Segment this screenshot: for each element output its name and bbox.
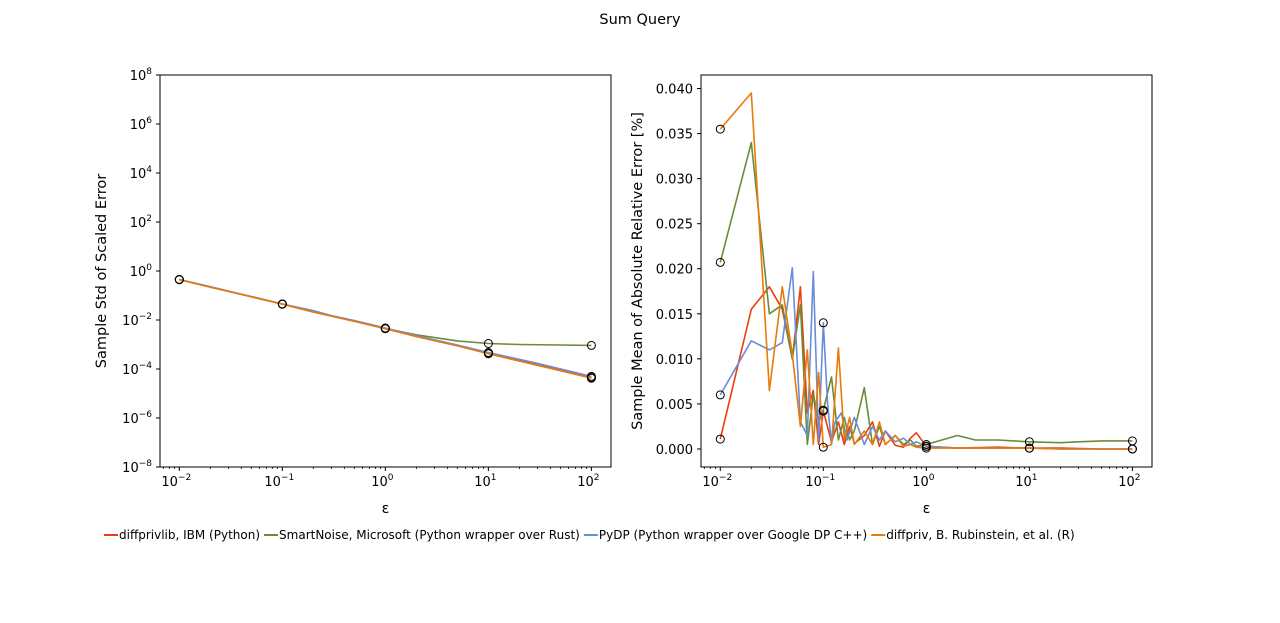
data-point-marker (380, 324, 390, 334)
y-tick-label: 0.010 (656, 353, 693, 368)
right-chart: 10−2 10−1 100 101 102 0.000 0.005 0.010 0.015 0.0… (630, 74, 1153, 517)
data-point-marker (483, 349, 493, 359)
axes-frame (159, 74, 612, 468)
x-axis-label: ε (382, 501, 390, 517)
x-tick-label: 102 (1118, 473, 1140, 490)
y-tick-label: 102 (130, 214, 152, 231)
y-tick-label: 10−8 (122, 459, 152, 476)
data-point-marker (586, 373, 596, 383)
x-tick-label: 10−1 (805, 473, 835, 490)
data-point-marker (715, 434, 725, 444)
y-tick-label: 10−2 (122, 312, 152, 329)
y-tick-label: 0.000 (656, 443, 693, 458)
y-tick-label: 0.015 (656, 308, 693, 323)
data-point-marker (586, 340, 596, 350)
x-tick-label: 102 (577, 473, 599, 490)
legend-entry-label: diffprivlib, IBM (Python) (119, 528, 260, 542)
y-tick-label: 0.040 (656, 83, 693, 98)
data-point-marker (818, 442, 828, 452)
x-tick-label: 10−2 (161, 473, 191, 490)
y-tick-label: 108 (130, 67, 153, 84)
series-line-2 (179, 278, 592, 347)
x-axis-label: ε (923, 501, 931, 517)
axes-frame (700, 74, 1153, 468)
y-tick-label: 10−4 (122, 361, 152, 378)
x-tick-label: 101 (474, 473, 496, 490)
data-point-marker (277, 299, 287, 309)
data-point-marker (1024, 443, 1034, 453)
data-point-marker (483, 339, 493, 348)
y-tick-label: 10−6 (122, 410, 152, 427)
x-tick-label: 10−1 (264, 473, 294, 490)
series-line-4 (719, 92, 1133, 450)
data-point-marker (1127, 444, 1137, 454)
series-line-4 (179, 278, 592, 379)
y-tick-label: 104 (130, 165, 153, 182)
y-tick-label: 106 (130, 116, 153, 133)
legend-entry-label: PyDP (Python wrapper over Google DP C++) (599, 528, 867, 542)
y-tick-label: 100 (130, 263, 153, 280)
data-point-marker (818, 405, 828, 415)
data-point-marker (715, 390, 725, 400)
data-point-marker (715, 124, 725, 134)
data-point-marker (715, 257, 725, 267)
y-axis-label: Sample Std of Scaled Error (94, 174, 110, 368)
legend-entry-label: SmartNoise, Microsoft (Python wrapper ov… (279, 528, 580, 542)
series-line-1 (719, 285, 1133, 450)
x-tick-label: 101 (1015, 473, 1037, 490)
y-tick-label: 0.020 (656, 263, 693, 278)
data-point-marker (921, 443, 931, 453)
y-tick-label: 0.030 (656, 173, 693, 188)
x-tick-label: 100 (371, 473, 394, 490)
series-line-3 (719, 266, 1133, 450)
legend: diffprivlib, IBM (Python) SmartNoise, Mic… (104, 528, 1075, 542)
figure-title: Sum Query (599, 12, 681, 28)
data-point-marker (1024, 437, 1034, 447)
y-tick-label: 0.035 (656, 128, 693, 143)
y-tick-label: 0.025 (656, 218, 693, 233)
x-tick-label: 100 (912, 473, 935, 490)
y-axis-label: Sample Mean of Absolute Relative Error [… (630, 112, 646, 430)
legend-entry-label: diffpriv, B. Rubinstein, et al. (R) (886, 528, 1074, 542)
y-tick-label: 0.005 (656, 398, 693, 413)
data-point-marker (818, 318, 828, 328)
x-tick-label: 10−2 (702, 473, 732, 490)
data-point-marker (174, 275, 184, 285)
left-chart: 10−2 10−1 100 101 102 10−8 10−6 10−4 10−2 100 102 1… (94, 67, 612, 517)
